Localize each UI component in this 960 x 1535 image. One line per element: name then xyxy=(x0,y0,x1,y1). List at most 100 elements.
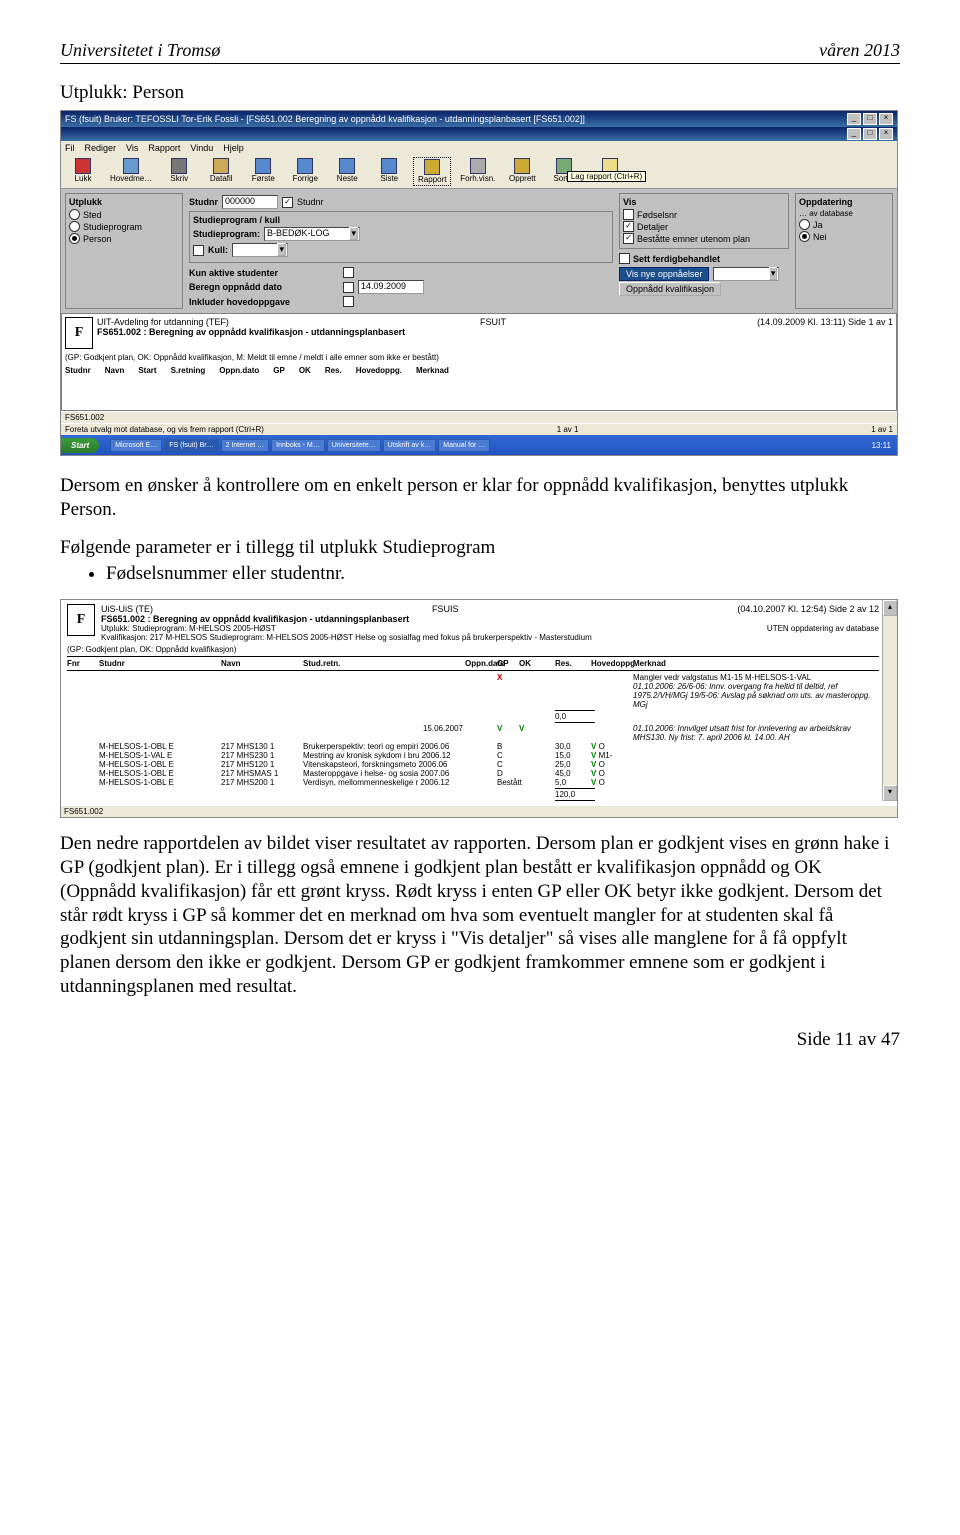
oppnadd-kval-button[interactable]: Oppnådd kvalifikasjon xyxy=(619,282,721,296)
vis-bestatte[interactable]: Beståtte emner utenom plan xyxy=(623,233,785,244)
menu-item[interactable]: Rediger xyxy=(85,143,117,153)
paragraph: Den nedre rapportdelen av bildet viser r… xyxy=(60,832,900,998)
subtitlebar: _ □ × xyxy=(61,127,897,141)
oppn-dato: 15.06.2007 xyxy=(303,724,463,742)
inkluder-hovedoppg-label: Inkluder hovedoppgave xyxy=(189,297,339,307)
kun-aktive-checkbox[interactable] xyxy=(343,267,354,278)
oppdatering-panel: Oppdatering … av database Ja Nei xyxy=(795,193,893,309)
inner-minimize-icon[interactable]: _ xyxy=(847,128,861,140)
kull-checkbox[interactable] xyxy=(193,245,204,256)
sum-row: 0,0 xyxy=(67,709,879,724)
radio-nei[interactable]: Nei xyxy=(799,231,889,242)
preview-icon xyxy=(470,158,486,174)
sett-ferdig[interactable]: Sett ferdigbehandlet xyxy=(619,253,789,264)
task-item[interactable]: 2 Internet … xyxy=(221,439,270,452)
toolbar-mainmenu-button[interactable]: Hovedme… xyxy=(107,157,155,186)
titlebar: FS (fsuit) Bruker: TEFOSSLI Tor-Erik Fos… xyxy=(61,111,897,127)
report-logo: F xyxy=(67,604,95,636)
studnr-check-label: Studnr xyxy=(297,197,324,207)
table-row: X Mangler vedr valgstatus M1-15 M-HELSOS… xyxy=(67,673,879,682)
kull-dropdown[interactable] xyxy=(232,243,288,257)
beregn-dato-input[interactable]: 14.09.2009 xyxy=(358,280,424,294)
radio-sted[interactable]: Sted xyxy=(69,209,179,220)
maximize-icon[interactable]: □ xyxy=(863,113,877,125)
report-inst: UIT-Avdeling for utdanning (TEF) xyxy=(97,317,229,327)
vis-fodselsnr[interactable]: Fødselsnr xyxy=(623,209,785,220)
studieprogram-dropdown[interactable]: B-BEDØK-LOG xyxy=(264,227,360,241)
table-row: M-HELSOS-1-OBL E217 MHS120 1Vitenskapste… xyxy=(67,760,879,769)
task-item[interactable]: Manual for … xyxy=(438,439,490,452)
table-row: M-HELSOS-1-OBL E217 MHSMAS 1Masteroppgav… xyxy=(67,769,879,778)
bullet-list: Fødselsnummer eller studentnr. xyxy=(60,563,900,585)
toolbar-close-button[interactable]: Lukk xyxy=(65,157,101,186)
scroll-down-icon[interactable]: ▾ xyxy=(883,785,897,801)
close-icon[interactable]: × xyxy=(879,113,893,125)
status-mid1: 1 av 1 xyxy=(557,425,579,434)
report-preview: F UIT-Avdeling for utdanning (TEF) FSUIT… xyxy=(61,313,897,411)
scroll-up-icon[interactable]: ▴ xyxy=(883,600,897,616)
studnr-label: Studnr xyxy=(189,197,218,207)
header-right: våren 2013 xyxy=(819,40,900,61)
studnr-checkbox[interactable] xyxy=(282,197,293,208)
toolbar-first-button[interactable]: Første xyxy=(245,157,281,186)
toolbar-print-button[interactable]: Skriv xyxy=(161,157,197,186)
radio-studieprogram[interactable]: Studieprogram xyxy=(69,221,179,232)
section-title: Utplukk: Person xyxy=(60,82,900,104)
beregn-dato-checkbox[interactable] xyxy=(343,282,354,293)
studnr-input[interactable]: 000000 xyxy=(222,195,278,209)
report-title: FS651.002 : Beregning av oppnådd kvalifi… xyxy=(97,327,893,337)
gp-check: V xyxy=(497,724,517,742)
task-item[interactable]: Utskrift av k… xyxy=(383,439,437,452)
scrollbar[interactable]: ▴ ▾ xyxy=(882,600,897,801)
menu-item[interactable]: Rapport xyxy=(148,143,180,153)
task-item[interactable]: Universitete… xyxy=(327,439,381,452)
toolbar-create-button[interactable]: Opprett xyxy=(504,157,540,186)
menu-item[interactable]: Vindu xyxy=(190,143,213,153)
merknad: 01.10.2006: 26/6-06: Innv. overgang fra … xyxy=(633,682,879,709)
vis-oppnaelser-button[interactable]: Vis nye oppnåelser xyxy=(619,267,709,281)
toolbar-last-button[interactable]: Siste xyxy=(371,157,407,186)
start-button[interactable]: Start xyxy=(61,438,99,453)
inner-maximize-icon[interactable]: □ xyxy=(863,128,877,140)
task-item[interactable]: Microsoft E… xyxy=(110,439,162,452)
toolbar-report-button[interactable]: Rapport xyxy=(413,157,451,186)
gp-cross: X xyxy=(497,673,517,682)
first-icon xyxy=(255,158,271,174)
menubar: Fil Rediger Vis Rapport Vindu Hjelp xyxy=(61,141,897,155)
menu-item[interactable]: Hjelp xyxy=(223,143,244,153)
vis-panel: Vis Fødselsnr Detaljer Beståtte emner ut… xyxy=(619,193,789,249)
report-screenshot: ▴ ▾ F UiS-UiS (TE) FSUIS (04.10.2007 Kl.… xyxy=(60,599,898,818)
r2-columns: Fnr Studnr Navn Stud.retn. Oppn.dato GP … xyxy=(67,659,879,668)
inner-close-icon[interactable]: × xyxy=(879,128,893,140)
r2-legend: (GP: Godkjent plan, OK: Oppnådd kvalifik… xyxy=(67,645,879,654)
toolbar-prev-button[interactable]: Forrige xyxy=(287,157,323,186)
mainmenu-icon xyxy=(123,158,139,174)
page-header: Universitetet i Tromsø våren 2013 xyxy=(60,40,900,64)
list-item: Fødselsnummer eller studentnr. xyxy=(106,563,900,585)
toolbar: Lukk Hovedme… Skriv Datafil Første Forri… xyxy=(61,155,897,189)
oppdatering-sub: … av database xyxy=(799,209,889,218)
oppdatering-title: Oppdatering xyxy=(799,197,889,207)
task-item[interactable]: FS (fsuit) Br… xyxy=(164,439,218,452)
sum-row: 120,0 xyxy=(67,787,879,802)
oppnaelser-dropdown[interactable] xyxy=(713,267,779,281)
toolbar-preview-button[interactable]: Forh.visn. xyxy=(457,157,498,186)
r2-sub1r: UTEN oppdatering av database xyxy=(767,624,879,633)
minimize-icon[interactable]: _ xyxy=(847,113,861,125)
radio-person[interactable]: Person xyxy=(69,233,179,244)
last-icon xyxy=(381,158,397,174)
radio-ja[interactable]: Ja xyxy=(799,219,889,230)
menu-item[interactable]: Vis xyxy=(126,143,138,153)
toolbar-next-button[interactable]: Neste xyxy=(329,157,365,186)
toolbar-datafile-button[interactable]: Datafil xyxy=(203,157,239,186)
prev-icon xyxy=(297,158,313,174)
vis-detaljer[interactable]: Detaljer xyxy=(623,221,785,232)
paragraph: Dersom en ønsker å kontrollere om en enk… xyxy=(60,474,900,522)
utplukk-panel: Utplukk Sted Studieprogram Person xyxy=(65,193,183,309)
task-item[interactable]: Innboks - M… xyxy=(271,439,325,452)
menu-item[interactable]: Fil xyxy=(65,143,75,153)
file-icon xyxy=(213,158,229,174)
app-screenshot: FS (fsuit) Bruker: TEFOSSLI Tor-Erik Fos… xyxy=(60,110,898,456)
page-number: Side 11 av 47 xyxy=(60,1029,900,1051)
inkluder-hovedoppg-checkbox[interactable] xyxy=(343,296,354,307)
